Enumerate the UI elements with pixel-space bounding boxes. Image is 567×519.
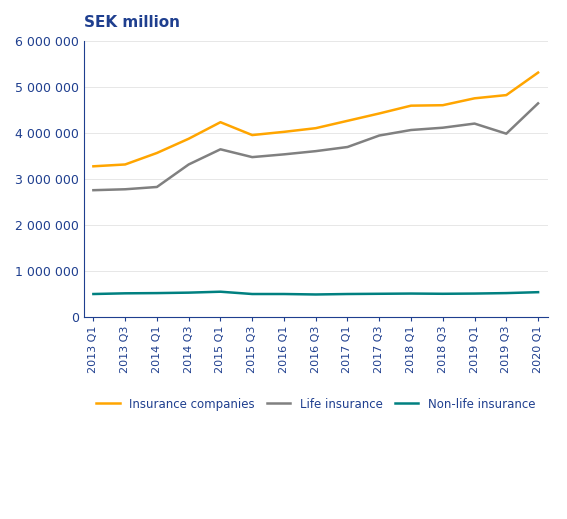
Life insurance (439, 125, 446, 131)
Insurance companies (122, 161, 129, 168)
Insurance companies (503, 92, 510, 98)
Life insurance (344, 144, 351, 150)
Insurance companies (281, 129, 287, 135)
Insurance companies (249, 132, 256, 138)
Insurance companies (471, 95, 478, 101)
Non-life insurance (281, 291, 287, 297)
Life insurance (122, 186, 129, 193)
Life insurance (408, 127, 414, 133)
Non-life insurance (503, 290, 510, 296)
Non-life insurance (376, 291, 383, 297)
Insurance companies (439, 102, 446, 108)
Line: Life insurance: Life insurance (94, 103, 538, 190)
Life insurance (154, 184, 160, 190)
Life insurance (535, 100, 541, 106)
Insurance companies (408, 103, 414, 109)
Non-life insurance (312, 291, 319, 297)
Non-life insurance (408, 291, 414, 297)
Non-life insurance (439, 291, 446, 297)
Life insurance (249, 154, 256, 160)
Insurance companies (344, 118, 351, 124)
Life insurance (281, 151, 287, 157)
Non-life insurance (535, 289, 541, 295)
Life insurance (312, 148, 319, 154)
Insurance companies (185, 135, 192, 142)
Life insurance (471, 120, 478, 127)
Non-life insurance (154, 290, 160, 296)
Non-life insurance (249, 291, 256, 297)
Insurance companies (154, 150, 160, 156)
Insurance companies (90, 163, 97, 169)
Non-life insurance (185, 290, 192, 296)
Non-life insurance (344, 291, 351, 297)
Insurance companies (217, 119, 224, 125)
Insurance companies (376, 111, 383, 117)
Non-life insurance (471, 291, 478, 297)
Line: Insurance companies: Insurance companies (94, 73, 538, 166)
Line: Non-life insurance: Non-life insurance (94, 292, 538, 294)
Life insurance (376, 132, 383, 139)
Non-life insurance (90, 291, 97, 297)
Legend: Insurance companies, Life insurance, Non-life insurance: Insurance companies, Life insurance, Non… (92, 393, 540, 415)
Non-life insurance (122, 290, 129, 296)
Text: SEK million: SEK million (84, 15, 180, 30)
Insurance companies (312, 125, 319, 131)
Life insurance (503, 131, 510, 137)
Insurance companies (535, 70, 541, 76)
Non-life insurance (217, 289, 224, 295)
Life insurance (185, 161, 192, 168)
Life insurance (90, 187, 97, 193)
Life insurance (217, 146, 224, 153)
